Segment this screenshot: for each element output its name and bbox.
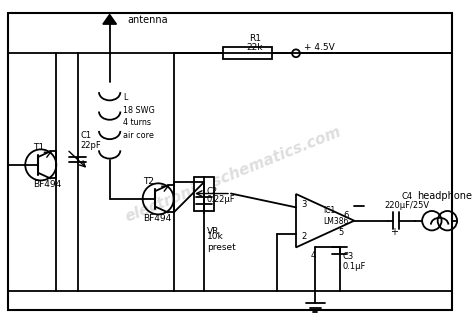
Text: 5: 5 <box>338 228 343 237</box>
Text: 3: 3 <box>301 200 307 209</box>
Text: 6: 6 <box>344 211 349 220</box>
Text: C2: C2 <box>207 187 218 196</box>
Text: 22pF: 22pF <box>81 141 101 150</box>
Text: 2: 2 <box>301 233 306 242</box>
Bar <box>223 47 272 59</box>
Text: 220μF/25V: 220μF/25V <box>384 201 429 210</box>
Text: 0.22μF: 0.22μF <box>207 195 235 204</box>
Text: headphone: headphone <box>417 191 472 201</box>
Text: 0.1μF: 0.1μF <box>343 262 366 271</box>
Text: L
18 SWG
4 turns
air core: L 18 SWG 4 turns air core <box>123 93 155 140</box>
Text: 4: 4 <box>311 251 316 260</box>
Text: 10k
preset: 10k preset <box>207 232 236 252</box>
Text: C4: C4 <box>401 193 412 202</box>
Text: + 4.5V: + 4.5V <box>304 43 335 52</box>
Text: C1: C1 <box>81 131 91 140</box>
Text: +: + <box>390 227 398 237</box>
Text: BF494: BF494 <box>33 180 61 189</box>
Text: VR: VR <box>207 227 219 236</box>
Text: electronicsschematics.com: electronicsschematics.com <box>123 124 343 225</box>
Text: 22k: 22k <box>246 43 263 52</box>
Polygon shape <box>103 15 117 24</box>
Text: BF494: BF494 <box>143 214 171 223</box>
Bar <box>194 177 213 211</box>
Text: R1: R1 <box>249 34 261 43</box>
Text: antenna: antenna <box>127 15 168 25</box>
Text: T1: T1 <box>33 143 44 152</box>
Text: T2: T2 <box>143 177 154 186</box>
Text: C3: C3 <box>343 252 354 261</box>
Text: IC1
LM386: IC1 LM386 <box>323 206 348 226</box>
